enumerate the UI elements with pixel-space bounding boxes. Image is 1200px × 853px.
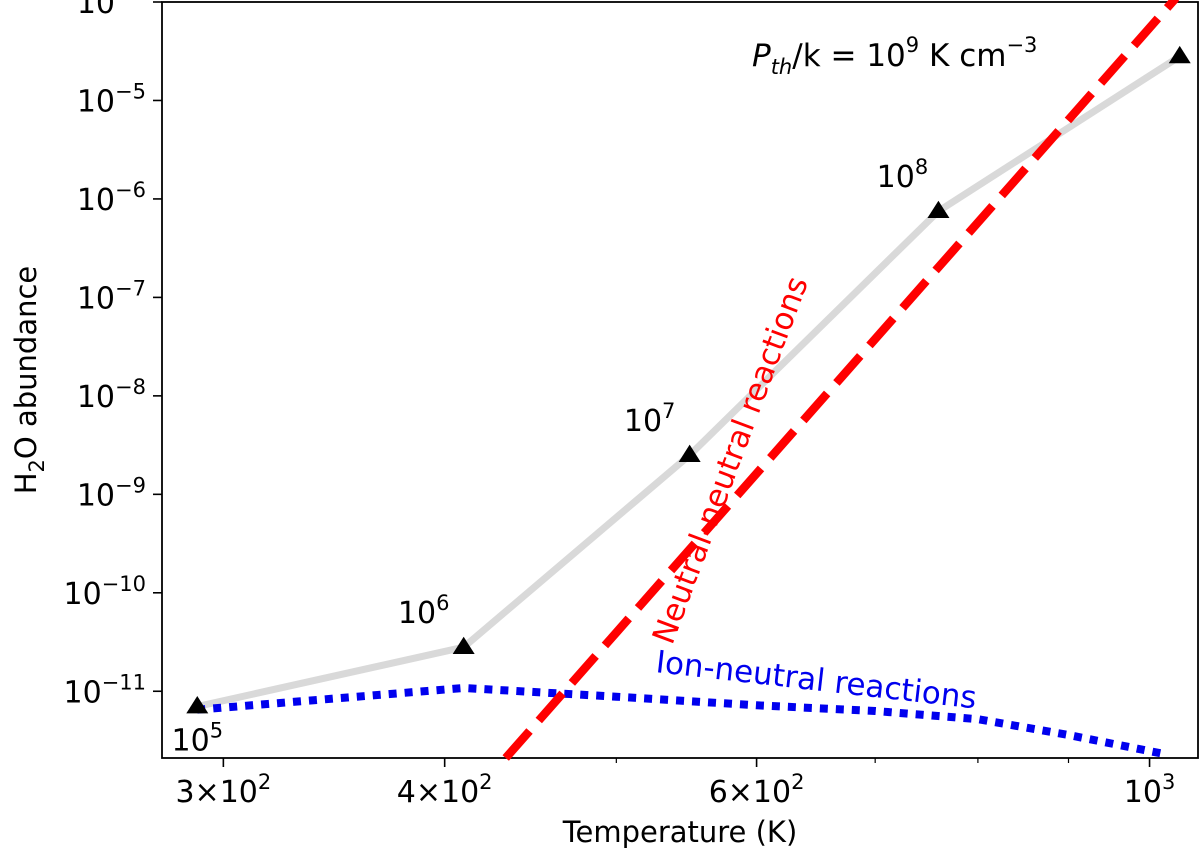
pressure-annotation: Pth/k = 109 K cm−3 xyxy=(752,33,1037,79)
series-layer xyxy=(196,0,1182,761)
y-tick-label-5: 10−6 xyxy=(77,178,146,218)
point-label-3: 108 xyxy=(877,155,929,195)
y-tick-label-3: 10−8 xyxy=(77,375,146,415)
data-marker-4 xyxy=(1168,45,1191,64)
neutral-neutral-label: Neutral-neutral reactions xyxy=(646,272,816,649)
y-tick-label-1: 10−10 xyxy=(63,572,146,612)
y-tick-label-4: 10−7 xyxy=(77,276,146,316)
point-label-2: 107 xyxy=(624,399,676,439)
x-tick-label-0: 3×102 xyxy=(175,770,271,810)
y-tick-label-6: 10−5 xyxy=(77,79,146,119)
ion-neutral-label: Ion-neutral reactions xyxy=(654,644,978,716)
y-tick-label-0: 10−11 xyxy=(63,670,146,710)
y-axis-ticks: 10−11 10−10 10−9 10−8 10−7 10−6 10−5 10−4 xyxy=(63,0,162,710)
x-tick-label-2: 6×102 xyxy=(709,770,805,810)
point-label-1: 106 xyxy=(398,591,450,631)
point-labels-layer: 105 106 107 108 xyxy=(172,155,929,758)
series-line-neutral-neutral-reactions xyxy=(502,0,1180,761)
x-tick-label-3: 103 xyxy=(1124,770,1176,810)
series-line-ion-neutral-reactions xyxy=(196,683,1166,759)
y-axis-title: H2O abundance xyxy=(9,266,49,495)
data-marker-0 xyxy=(186,695,209,714)
markers-layer xyxy=(186,45,1191,714)
x-tick-label-1: 4×102 xyxy=(397,770,493,810)
data-marker-3 xyxy=(927,200,950,219)
y-tick-label-7: 10−4 xyxy=(77,0,146,21)
x-axis-title: Temperature (K) xyxy=(562,815,798,849)
plot-frame xyxy=(161,1,1199,759)
x-axis-ticks: 3×102 4×102 6×102 103 xyxy=(175,758,1175,810)
y-tick-label-2: 10−9 xyxy=(77,473,146,513)
data-marker-2 xyxy=(678,444,701,462)
data-marker-1 xyxy=(452,636,475,655)
point-label-0: 105 xyxy=(172,719,224,759)
